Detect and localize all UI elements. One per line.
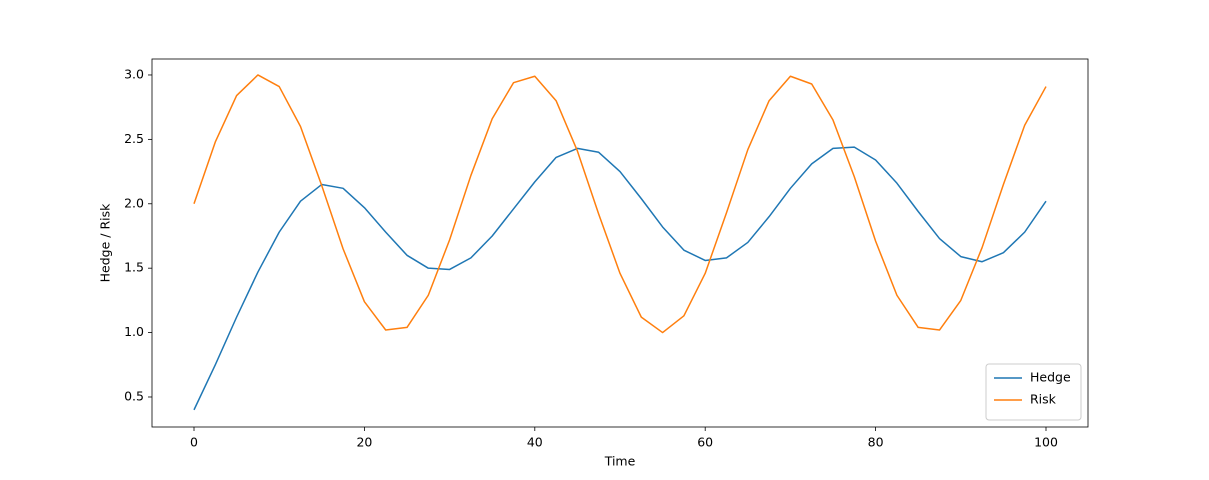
plot-frame [151, 58, 1089, 428]
y-tick-label: 0.5 [124, 388, 144, 403]
legend-label: Hedge [1030, 370, 1071, 385]
x-tick-label: 80 [868, 435, 884, 450]
x-axis-label: Time [604, 454, 636, 469]
x-tick-label: 40 [527, 435, 543, 450]
x-tick-label: 60 [697, 435, 713, 450]
y-tick-label: 1.5 [124, 260, 144, 275]
x-tick-label: 20 [356, 435, 372, 450]
y-tick-label: 1.0 [124, 324, 144, 339]
y-axis-label: Hedge / Risk [98, 203, 113, 282]
legend-label: Risk [1030, 392, 1057, 407]
x-tick-label: 0 [190, 435, 198, 450]
series-line [193, 146, 1047, 411]
y-tick-label: 2.0 [124, 195, 144, 210]
x-tick-label: 100 [1034, 435, 1058, 450]
series-line [193, 74, 1047, 334]
y-tick-label: 2.5 [124, 131, 144, 146]
y-tick-label: 3.0 [124, 66, 144, 81]
